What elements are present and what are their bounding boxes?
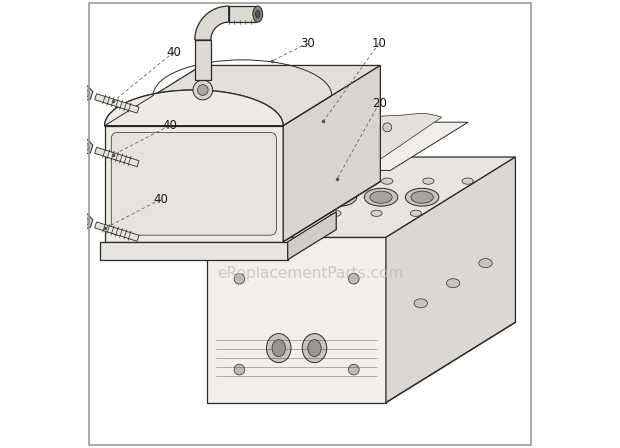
Circle shape [348, 364, 359, 375]
Circle shape [264, 123, 273, 132]
Polygon shape [194, 113, 442, 166]
Ellipse shape [479, 258, 492, 267]
Text: 10: 10 [372, 37, 387, 50]
Polygon shape [283, 65, 380, 242]
Circle shape [234, 273, 245, 284]
Ellipse shape [371, 210, 382, 216]
Ellipse shape [330, 210, 341, 216]
Text: 40: 40 [153, 193, 168, 206]
Polygon shape [195, 6, 229, 40]
Ellipse shape [365, 188, 398, 206]
Polygon shape [386, 157, 515, 403]
Ellipse shape [423, 178, 434, 184]
Polygon shape [288, 212, 336, 260]
Polygon shape [105, 90, 283, 126]
Polygon shape [229, 6, 255, 22]
Circle shape [197, 85, 208, 95]
Ellipse shape [370, 191, 392, 203]
Ellipse shape [272, 340, 285, 357]
Polygon shape [195, 40, 211, 80]
Circle shape [81, 89, 89, 97]
Circle shape [355, 123, 365, 132]
Ellipse shape [255, 10, 260, 18]
FancyBboxPatch shape [111, 133, 277, 235]
Circle shape [234, 364, 245, 375]
Circle shape [223, 123, 232, 132]
Ellipse shape [282, 188, 316, 206]
Ellipse shape [446, 279, 460, 288]
Circle shape [81, 143, 89, 151]
Ellipse shape [301, 178, 312, 184]
Text: 40: 40 [162, 119, 177, 132]
Polygon shape [105, 65, 380, 126]
Ellipse shape [382, 178, 393, 184]
Ellipse shape [288, 191, 310, 203]
Polygon shape [77, 214, 93, 229]
Ellipse shape [249, 210, 260, 216]
Ellipse shape [410, 210, 422, 216]
Polygon shape [207, 237, 386, 403]
Polygon shape [207, 157, 515, 237]
Polygon shape [95, 147, 139, 167]
Polygon shape [100, 242, 288, 260]
Polygon shape [105, 126, 283, 242]
Circle shape [193, 80, 213, 100]
Text: eReplacementParts.com: eReplacementParts.com [217, 266, 403, 280]
Ellipse shape [462, 178, 473, 184]
Polygon shape [95, 94, 139, 113]
Ellipse shape [414, 299, 427, 308]
Ellipse shape [267, 334, 291, 362]
Text: 30: 30 [301, 37, 315, 50]
Ellipse shape [405, 188, 439, 206]
Ellipse shape [411, 191, 433, 203]
Ellipse shape [289, 210, 300, 216]
Ellipse shape [302, 334, 327, 362]
Polygon shape [95, 222, 139, 241]
Polygon shape [77, 86, 93, 101]
Ellipse shape [340, 178, 352, 184]
Ellipse shape [329, 191, 351, 203]
Circle shape [309, 123, 319, 132]
Ellipse shape [253, 6, 263, 22]
Polygon shape [77, 139, 93, 155]
Circle shape [81, 218, 89, 225]
Text: 20: 20 [372, 97, 387, 110]
Ellipse shape [308, 340, 321, 357]
Circle shape [348, 273, 359, 284]
Circle shape [383, 123, 392, 132]
Polygon shape [180, 122, 468, 170]
Ellipse shape [323, 188, 356, 206]
Text: 40: 40 [166, 46, 181, 59]
